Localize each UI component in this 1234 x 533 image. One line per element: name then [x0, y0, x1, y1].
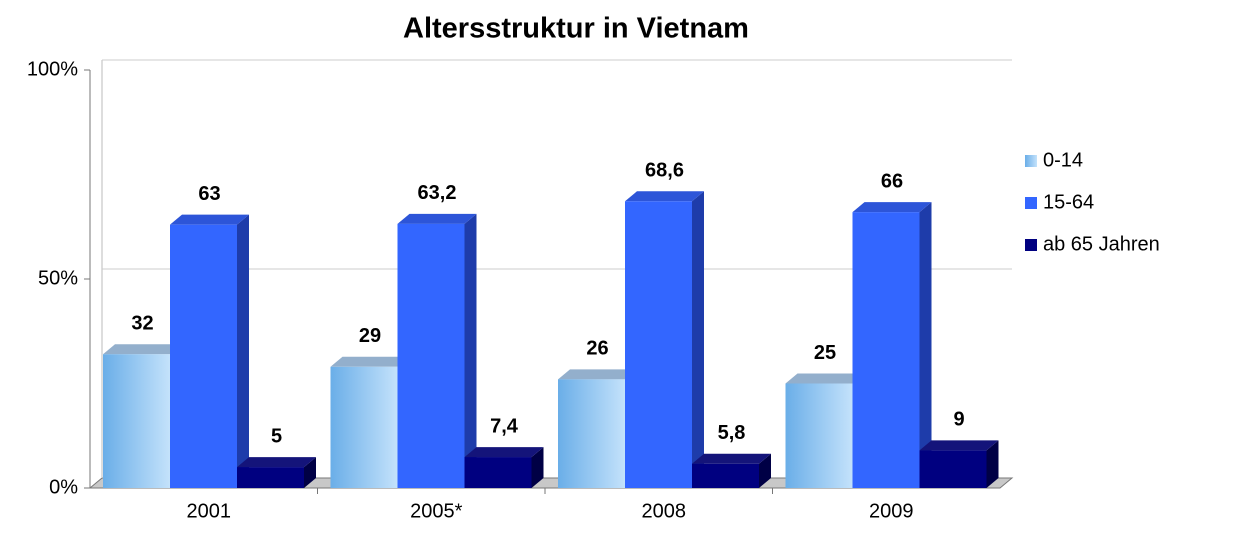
bar-side — [692, 191, 704, 488]
value-label: 66 — [881, 170, 903, 192]
bar — [237, 457, 316, 488]
value-label: 63 — [198, 183, 220, 205]
bar-top — [558, 369, 637, 380]
bar-top — [237, 457, 316, 468]
bar-top — [464, 447, 544, 458]
bar-top — [852, 202, 932, 213]
bar-front — [919, 450, 987, 488]
x-tick-label: 2005* — [410, 500, 462, 522]
value-label: 29 — [359, 325, 381, 347]
bar-front — [464, 457, 532, 488]
legend-label: 15-64 — [1043, 191, 1094, 213]
bar-top — [397, 213, 477, 224]
bar-side — [237, 214, 249, 488]
bar-front — [330, 366, 398, 488]
legend-label: ab 65 Jahren — [1043, 233, 1160, 255]
value-label: 32 — [131, 313, 153, 335]
bar — [464, 447, 544, 488]
bar — [397, 213, 477, 488]
bar — [692, 453, 771, 488]
bar-front — [625, 201, 692, 488]
bar-front — [558, 379, 625, 488]
bar-front — [852, 212, 920, 488]
bar-top — [625, 191, 704, 202]
value-label: 7,4 — [490, 415, 519, 437]
x-tick-label: 2001 — [187, 500, 232, 522]
value-label: 63,2 — [418, 182, 457, 204]
bar-top — [785, 373, 865, 384]
x-tick-label: 2009 — [869, 500, 914, 522]
bar-top — [170, 214, 249, 225]
value-label: 5 — [271, 425, 282, 447]
bar-front — [170, 224, 237, 488]
bar-front — [692, 463, 759, 488]
y-tick-label: 100% — [27, 58, 78, 80]
chart-title: Altersstruktur in Vietnam — [403, 13, 749, 45]
bar-side — [986, 440, 999, 488]
y-tick-label: 50% — [38, 267, 78, 289]
bar-side — [304, 457, 316, 488]
bar-front — [103, 354, 170, 488]
legend-swatch — [1025, 239, 1037, 251]
legend-swatch — [1025, 197, 1037, 209]
legend-label: 0-14 — [1043, 149, 1083, 171]
value-label: 25 — [814, 342, 836, 364]
bar-front — [237, 467, 304, 488]
bar-side — [919, 202, 932, 488]
bar-front — [785, 383, 853, 488]
bar — [919, 440, 999, 488]
bar-top — [103, 344, 182, 355]
value-label: 9 — [953, 409, 964, 431]
bar-top — [692, 453, 771, 464]
bar-top — [330, 356, 410, 367]
x-tick-label: 2008 — [642, 500, 687, 522]
bar — [852, 202, 932, 488]
legend-swatch — [1025, 155, 1037, 167]
bar — [625, 191, 704, 488]
bar-side — [531, 447, 544, 488]
value-label: 26 — [586, 338, 608, 360]
y-tick-label: 0% — [49, 476, 78, 498]
value-label: 5,8 — [718, 422, 746, 444]
bar-side — [464, 213, 477, 488]
value-label: 68,6 — [645, 160, 684, 182]
bar-front — [397, 223, 465, 488]
bar-side — [759, 453, 771, 488]
bar-top — [919, 440, 999, 451]
bar — [170, 214, 249, 488]
